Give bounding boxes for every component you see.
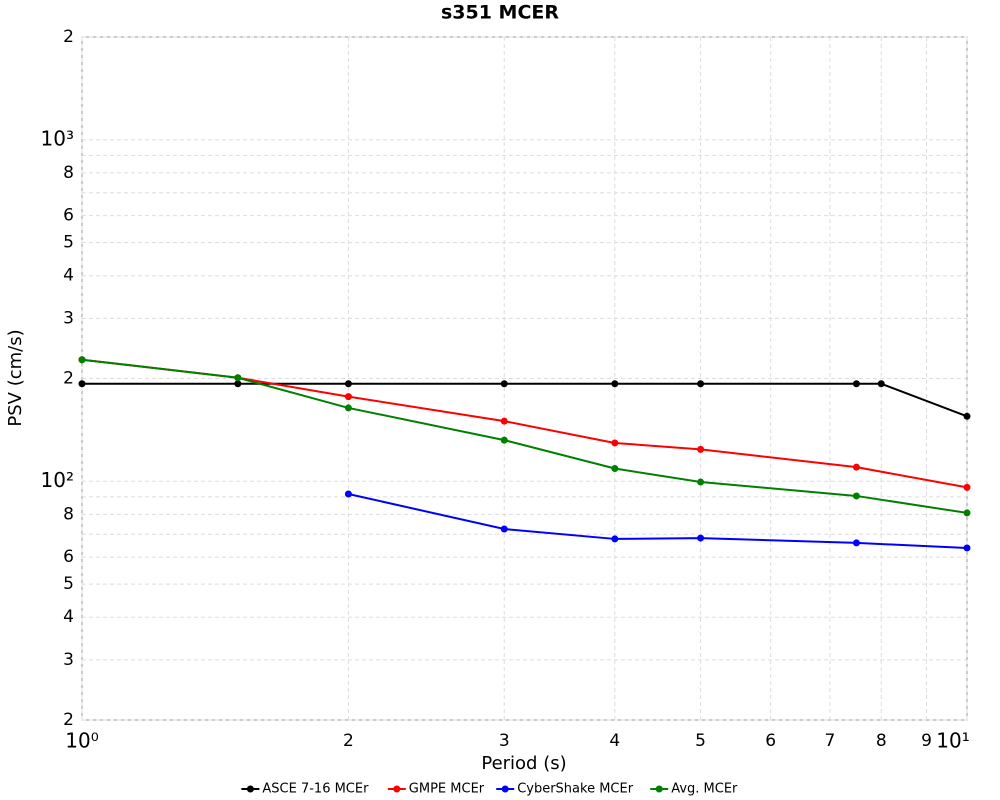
y-tick-label: 2 [63,710,74,730]
x-tick-label: 10⁰ [65,729,98,753]
data-point [697,534,705,542]
data-point [611,535,619,543]
data-point [500,380,508,388]
y-tick-label: 5 [63,233,74,253]
y-tick-label: 10² [41,468,74,492]
data-point [234,374,242,382]
legend-label: CyberShake MCEr [517,782,634,797]
x-tick-label: 10¹ [936,729,969,753]
legend-marker [501,785,509,793]
data-point [611,380,619,388]
y-tick-label: 2 [63,27,74,47]
data-point [963,483,971,491]
data-point [611,439,619,447]
legend-label: ASCE 7-16 MCEr [262,782,369,797]
y-tick-label: 4 [63,607,74,627]
y-tick-label: 4 [63,266,74,286]
data-point [344,490,352,498]
x-tick-label: 4 [609,731,620,751]
data-point [344,380,352,388]
legend-label: Avg. MCEr [671,782,738,797]
data-point [500,525,508,533]
x-tick-label: 2 [343,731,354,751]
x-tick-label: 6 [765,731,776,751]
data-point [344,404,352,412]
data-point [344,393,352,401]
data-point [78,380,86,388]
x-axis-label: Period (s) [481,753,566,774]
data-point [697,445,705,453]
x-tick-label: 9 [921,731,932,751]
y-tick-label: 8 [63,163,74,183]
data-point [500,417,508,425]
y-tick-label: 5 [63,574,74,594]
y-tick-label: 3 [63,650,74,670]
x-tick-label: 7 [824,731,835,751]
data-point [852,463,860,471]
legend-marker [246,785,254,793]
legend-marker [655,785,663,793]
x-tick-label: 8 [876,731,887,751]
legend-marker [393,785,401,793]
chart-title: s351 MCER [441,2,559,24]
data-point [234,380,242,388]
y-axis-label: PSV (cm/s) [5,329,26,426]
y-tick-label: 10³ [41,126,74,150]
x-tick-label: 5 [695,731,706,751]
y-tick-label: 6 [63,206,74,226]
y-tick-label: 8 [63,504,74,524]
series-line [81,358,968,514]
data-point [963,412,971,420]
data-point [963,509,971,517]
y-tick-label: 2 [63,369,74,389]
data-point [963,544,971,552]
data-point [852,492,860,500]
y-tick-label: 6 [63,547,74,567]
data-point [697,478,705,486]
data-point [697,380,705,388]
data-point [611,465,619,473]
y-tick-label: 3 [63,308,74,328]
data-point [500,436,508,444]
data-point [877,380,885,388]
x-tick-label: 3 [499,731,510,751]
series-line [348,493,968,549]
legend-label: GMPE MCEr [409,782,485,797]
data-point [852,380,860,388]
data-point [852,539,860,547]
data-point [78,356,86,364]
series-line [81,358,968,489]
